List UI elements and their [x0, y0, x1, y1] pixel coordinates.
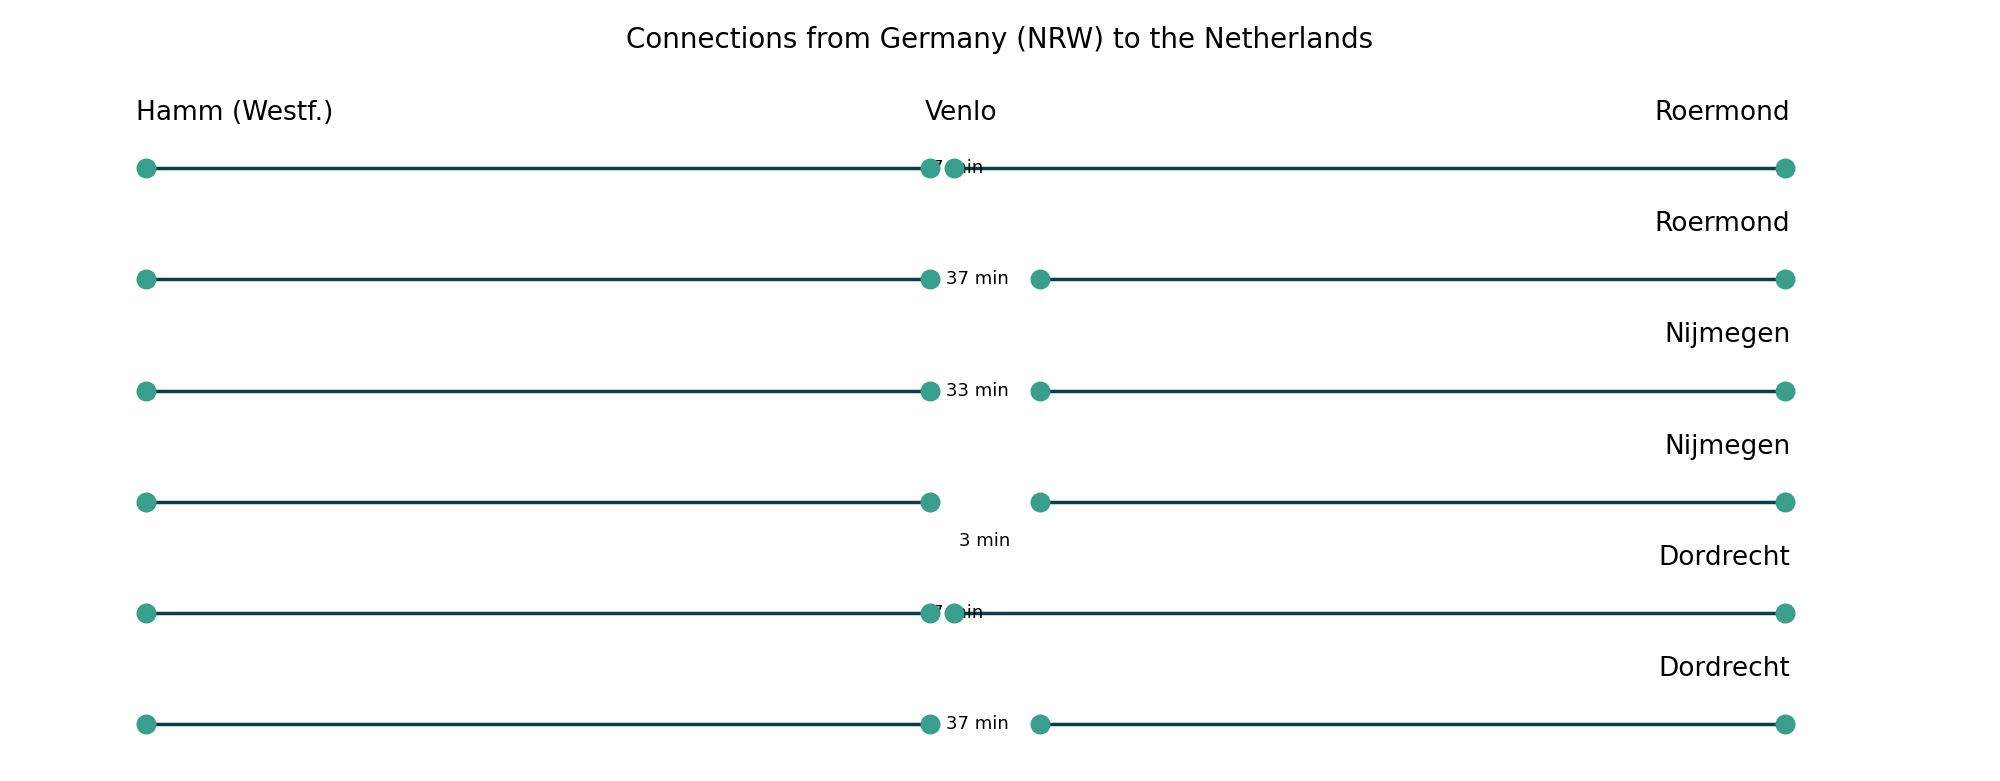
Point: [914, 384, 946, 397]
Text: 7 min: 7 min: [932, 159, 984, 177]
Point: [1024, 495, 1056, 508]
Point: [130, 384, 162, 397]
Point: [938, 607, 970, 619]
Text: Connections from Germany (NRW) to the Netherlands: Connections from Germany (NRW) to the Ne…: [626, 26, 1374, 54]
Point: [1768, 495, 1800, 508]
Point: [1768, 273, 1800, 286]
Text: Dordrecht: Dordrecht: [1658, 656, 1790, 682]
Text: Hamm (Westf.): Hamm (Westf.): [136, 100, 334, 126]
Point: [1024, 273, 1056, 286]
Point: [1768, 162, 1800, 174]
Point: [1024, 384, 1056, 397]
Text: 37 min: 37 min: [946, 270, 1010, 288]
Point: [914, 607, 946, 619]
Point: [914, 162, 946, 174]
Point: [1768, 384, 1800, 397]
Point: [914, 718, 946, 730]
Point: [130, 273, 162, 286]
Point: [938, 162, 970, 174]
Point: [130, 495, 162, 508]
Point: [130, 718, 162, 730]
Point: [1768, 718, 1800, 730]
Text: 3 min: 3 min: [960, 533, 1010, 551]
Point: [130, 607, 162, 619]
Text: Dordrecht: Dordrecht: [1658, 545, 1790, 571]
Text: Venlo: Venlo: [924, 100, 998, 126]
Text: 7 min: 7 min: [932, 604, 984, 622]
Text: Nijmegen: Nijmegen: [1664, 433, 1790, 459]
Text: Nijmegen: Nijmegen: [1664, 323, 1790, 348]
Text: Roermond: Roermond: [1654, 211, 1790, 237]
Text: 37 min: 37 min: [946, 715, 1010, 733]
Point: [130, 162, 162, 174]
Point: [1768, 607, 1800, 619]
Point: [914, 495, 946, 508]
Point: [914, 273, 946, 286]
Point: [1024, 718, 1056, 730]
Text: 33 min: 33 min: [946, 381, 1010, 400]
Text: Roermond: Roermond: [1654, 100, 1790, 126]
